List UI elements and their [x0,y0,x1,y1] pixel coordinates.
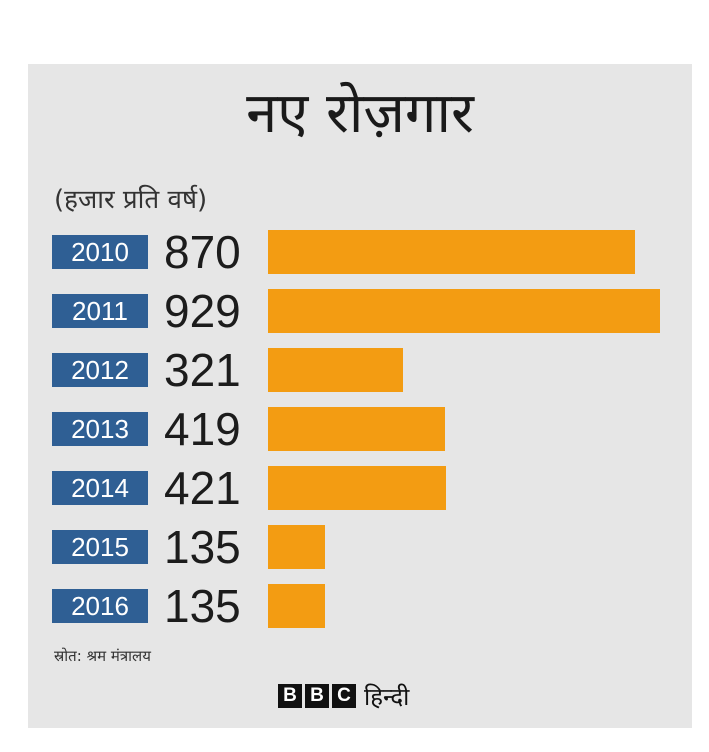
logo-word-hindi: हिन्दी [364,683,410,711]
source-note: स्रोत: श्रम मंत्रालय [54,647,151,665]
year-label: 2016 [52,589,148,623]
value-label: 870 [164,226,241,278]
chart-subtitle: (हजार प्रति वर्ष) [54,185,208,215]
chart-title: नए रोज़गार [246,81,474,146]
bar-row: 2010 870 [52,228,672,276]
bar-row: 2011 929 [52,287,672,335]
bar [268,407,445,451]
value-label: 929 [164,285,241,337]
value-label: 135 [164,521,241,573]
bar-row: 2013 419 [52,405,672,453]
bar [268,584,325,628]
bar [268,525,325,569]
value-label: 135 [164,580,241,632]
bar-row: 2016 135 [52,582,672,630]
year-label: 2014 [52,471,148,505]
bar [268,230,635,274]
bar-row: 2014 421 [52,464,672,512]
logo-letter-b1: B [278,684,302,708]
year-label: 2012 [52,353,148,387]
bar-rows: 2010 870 2011 929 2012 321 2013 419 2014 421 2015 1… [28,64,692,728]
value-label: 419 [164,403,241,455]
logo-letter-b2: B [305,684,329,708]
year-label: 2010 [52,235,148,269]
bar-row: 2015 135 [52,523,672,571]
value-label: 321 [164,344,241,396]
bar [268,348,403,392]
year-label: 2011 [52,294,148,328]
year-label: 2013 [52,412,148,446]
logo-letter-c: C [332,684,356,708]
bar [268,466,446,510]
year-label: 2015 [52,530,148,564]
bar-row: 2012 321 [52,346,672,394]
value-label: 421 [164,462,241,514]
chart-panel: नए रोज़गार (हजार प्रति वर्ष) 2010 870 2011… [28,64,692,728]
bar [268,289,660,333]
